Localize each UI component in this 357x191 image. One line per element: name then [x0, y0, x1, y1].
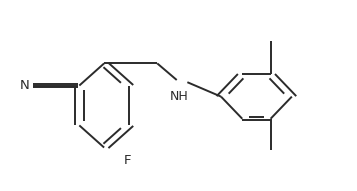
Text: N: N: [20, 79, 29, 92]
Text: NH: NH: [170, 90, 189, 103]
Text: F: F: [124, 154, 131, 167]
